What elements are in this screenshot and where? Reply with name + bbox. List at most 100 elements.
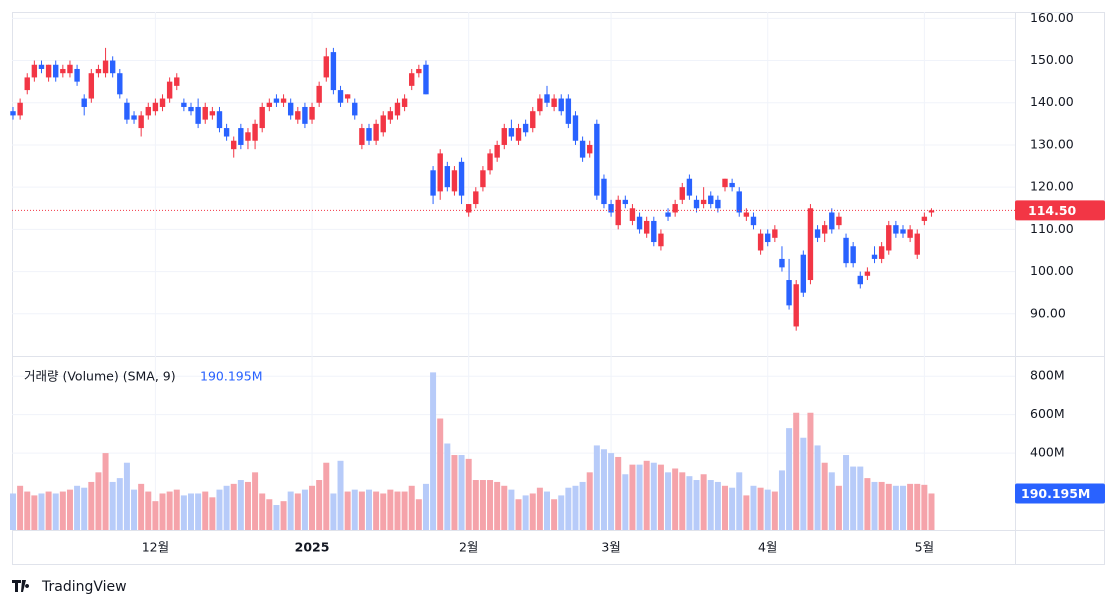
volume-bar <box>750 485 757 530</box>
candle-body <box>473 191 479 205</box>
volume-bar <box>145 491 152 530</box>
y2-tick-label: 600M <box>1030 406 1065 421</box>
volume-bar <box>202 491 209 530</box>
candle-body <box>209 111 216 116</box>
candle-body <box>38 64 45 69</box>
candle-body <box>245 132 251 141</box>
candle-body <box>487 153 493 171</box>
volume-bar <box>74 485 81 530</box>
candle-body <box>700 199 707 205</box>
candle-body <box>280 98 287 103</box>
volume-pane <box>10 372 935 530</box>
volume-bar <box>771 491 778 530</box>
candle-body <box>231 140 237 150</box>
volume-bar <box>693 480 700 530</box>
candle-body <box>266 102 273 107</box>
volume-bar <box>665 472 672 530</box>
candle-body <box>857 275 863 285</box>
volume-bar <box>45 491 52 530</box>
volume-bar <box>778 470 785 530</box>
volume-bar <box>864 478 871 530</box>
volume-bar <box>729 487 736 530</box>
candle-body <box>651 220 657 243</box>
candle-body <box>587 144 593 154</box>
y2-tick-label: 800M <box>1030 368 1065 383</box>
volume-bar <box>672 468 679 530</box>
volume-bar <box>216 489 223 530</box>
candle-body <box>501 128 507 145</box>
volume-bar <box>821 462 828 530</box>
candle-body <box>145 106 151 116</box>
volume-bar <box>907 483 914 530</box>
y-tick-label: 140.00 <box>1030 94 1074 109</box>
candle-body <box>850 246 856 264</box>
y-tick-label: 130.00 <box>1030 136 1074 151</box>
volume-bar <box>487 480 494 530</box>
volume-bar <box>714 481 721 530</box>
volume-bar <box>444 443 451 530</box>
candle-body <box>352 102 358 116</box>
volume-bar <box>95 472 102 530</box>
candle-body <box>793 284 799 327</box>
volume-bar <box>892 485 899 530</box>
y2-tick-label: 400M <box>1030 445 1065 460</box>
volume-bar <box>316 480 323 530</box>
volume-bar <box>679 472 686 530</box>
price-pane <box>10 47 935 331</box>
candle-body <box>693 199 700 209</box>
volume-bar <box>686 476 693 530</box>
candle-body <box>287 102 294 116</box>
candle-body <box>202 106 208 120</box>
volume-bar <box>351 489 358 530</box>
candle-body <box>893 225 899 234</box>
x-tick-label: 2025 <box>295 540 330 555</box>
volume-bar <box>52 493 59 530</box>
volume-bar <box>330 493 337 530</box>
volume-bar <box>102 453 109 530</box>
volume-bar <box>237 480 244 530</box>
volume-bar <box>622 474 629 530</box>
volume-bar <box>280 501 287 530</box>
volume-bar <box>273 505 280 530</box>
volume-bar <box>536 487 543 530</box>
candle-body <box>409 73 415 86</box>
candle-body <box>31 64 38 78</box>
candle-body <box>779 258 785 268</box>
candle-body <box>238 128 244 145</box>
last-price-box <box>1015 200 1105 221</box>
volume-bar <box>522 495 529 530</box>
candle-body <box>530 111 536 129</box>
x-tick-label: 4월 <box>758 540 777 555</box>
logo: TradingView <box>12 579 127 595</box>
candle-body <box>174 77 180 86</box>
candle-body <box>394 102 401 116</box>
volume-bar <box>843 455 850 530</box>
candle-body <box>451 170 458 192</box>
candle-body <box>124 102 130 120</box>
volume-bar <box>408 485 415 530</box>
candle-body <box>558 98 564 112</box>
candle-body <box>373 123 379 141</box>
volume-bar <box>422 483 429 530</box>
volume-bar <box>885 483 892 530</box>
candle-body <box>565 98 572 124</box>
x-tick-label: 5월 <box>915 540 934 555</box>
candle-body <box>188 106 194 112</box>
candle-body <box>508 128 515 137</box>
volume-bar <box>323 462 330 530</box>
volume-sma-legend: 190.195M <box>200 369 262 384</box>
candle-body <box>295 111 301 120</box>
y-tick-label: 100.00 <box>1030 263 1074 278</box>
volume-bar <box>629 464 636 530</box>
candle-body <box>117 73 123 95</box>
candle-body <box>138 115 144 129</box>
candle-body <box>871 254 878 259</box>
candle-body <box>223 128 230 137</box>
volume-bar <box>814 445 821 530</box>
candle-body <box>465 204 472 213</box>
volume-bar <box>437 418 444 530</box>
candle-body <box>444 166 451 188</box>
candle-body <box>743 212 750 217</box>
candle-body <box>109 60 116 74</box>
candle-body <box>252 123 258 141</box>
